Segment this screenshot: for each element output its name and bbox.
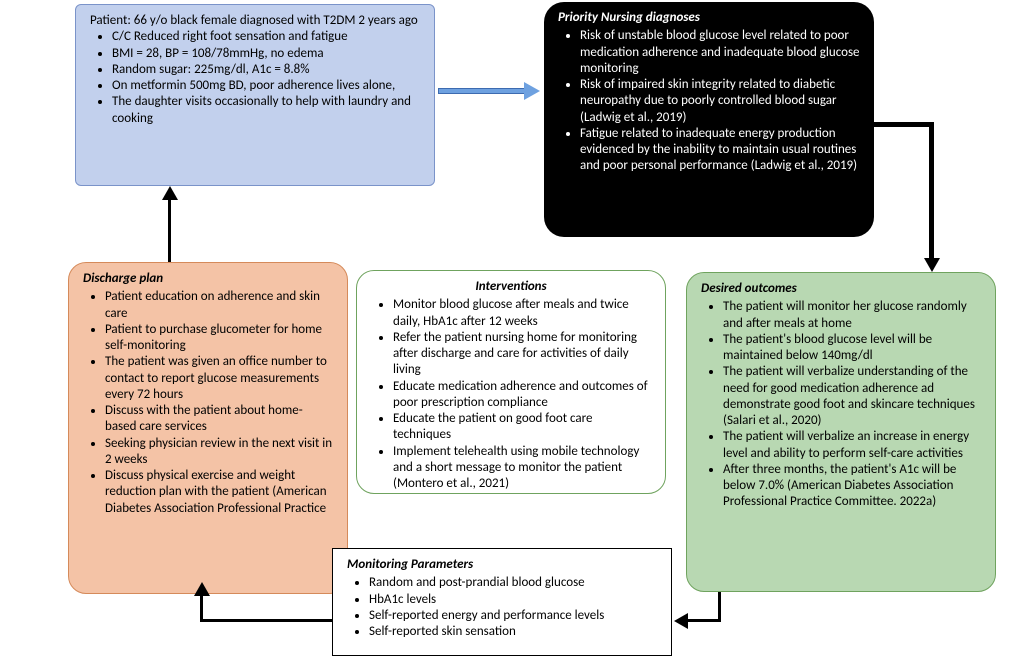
patient-box: Patient: 66 y/o black female diagnosed w…	[75, 4, 435, 186]
discharge-box: Discharge plan Patient education on adhe…	[68, 262, 348, 594]
diagnoses-list: Risk of unstable blood glucose level rel…	[558, 28, 860, 174]
outcomes-title: Desired outcomes	[701, 281, 981, 297]
patient-intro: Patient: 66 y/o black female diagnosed w…	[90, 13, 420, 29]
interventions-title: Interventions	[371, 279, 651, 295]
monitoring-box: Monitoring Parameters Random and post-pr…	[332, 548, 672, 656]
discharge-list: Patient education on adherence and skin …	[83, 289, 333, 517]
outcomes-list: The patient will monitor her glucose ran…	[701, 299, 981, 510]
interventions-list: Monitor blood glucose after meals and tw…	[371, 297, 651, 492]
monitoring-list: Random and post-prandial blood glucose H…	[347, 575, 657, 640]
patient-list: C/C Reduced right foot sensation and fat…	[90, 29, 420, 127]
diagnoses-box: Priority Nursing diagnoses Risk of unsta…	[544, 2, 874, 237]
interventions-box: Interventions Monitor blood glucose afte…	[356, 270, 666, 494]
monitoring-title: Monitoring Parameters	[347, 557, 657, 573]
diagnoses-title: Priority Nursing diagnoses	[558, 10, 860, 26]
outcomes-box: Desired outcomes The patient will monito…	[686, 272, 996, 592]
discharge-title: Discharge plan	[83, 271, 333, 287]
